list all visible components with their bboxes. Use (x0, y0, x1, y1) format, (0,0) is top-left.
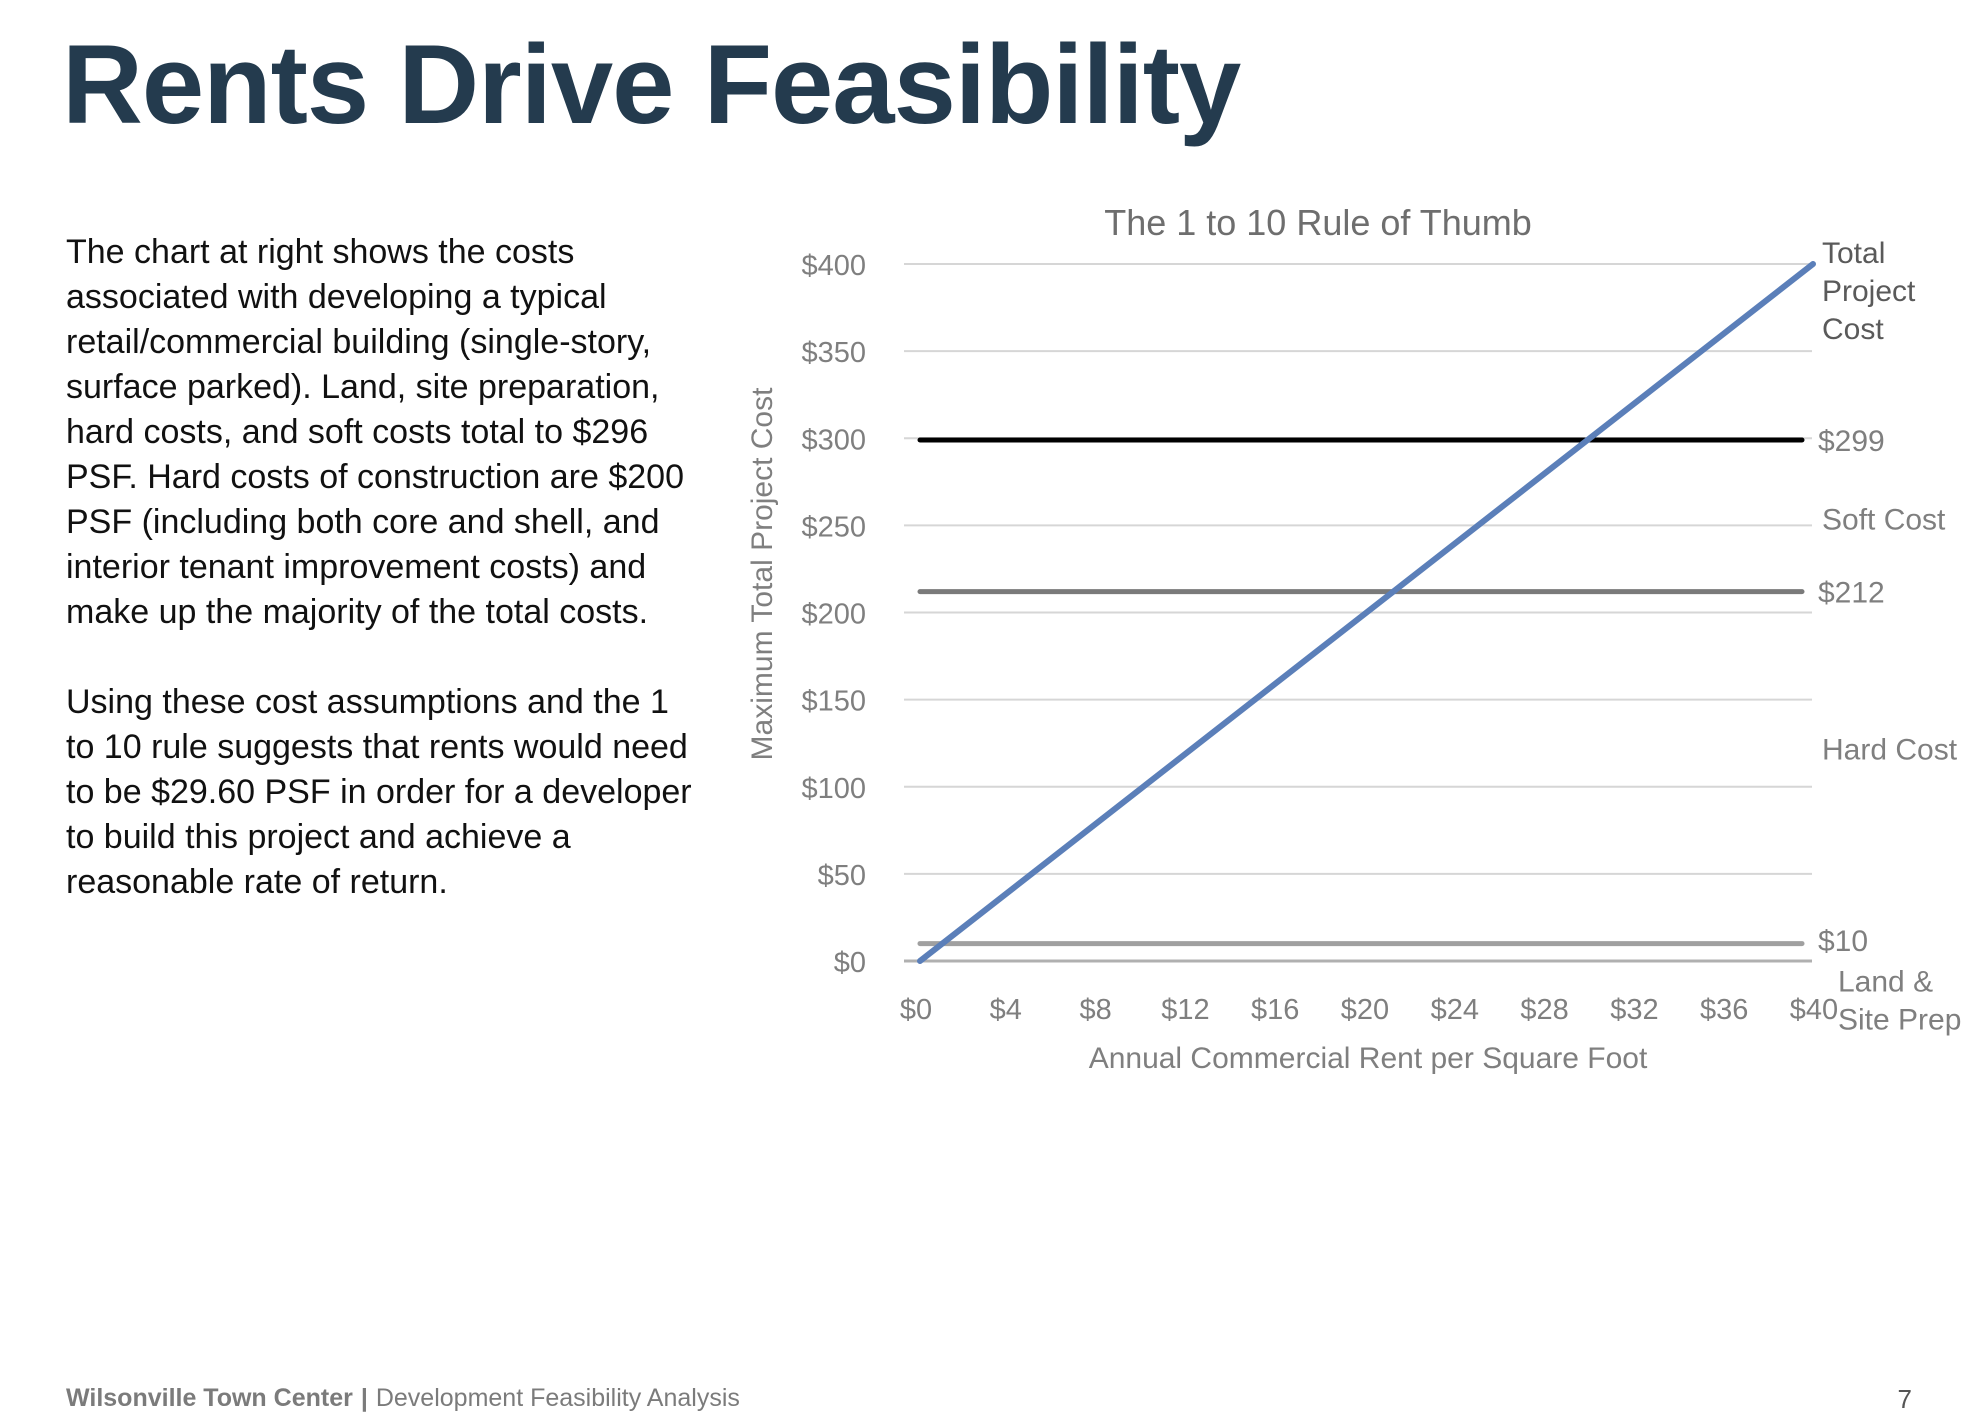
series-line-0 (917, 261, 1816, 964)
x-tick-label: $0 (900, 994, 932, 1026)
annotation-label: Soft Cost (1822, 503, 1946, 536)
footer-subtitle: Development Feasibility Analysis (375, 1384, 740, 1412)
axis-ticks: $0 $50 $100 $150 $200 $250 $300 $350 $400 $0 $4 $8 $… (801, 250, 1838, 1026)
x-tick-label: $36 (1700, 994, 1748, 1026)
x-tick-label: $20 (1341, 994, 1389, 1026)
x-tick-label: $16 (1251, 994, 1299, 1026)
footer: Wilsonville Town Center | Development Feas… (66, 1384, 740, 1413)
x-axis-label: Annual Commercial Rent per Square Foot (1089, 1042, 1648, 1075)
paragraph-rent-requirement: Using these cost assumptions and the 1 t… (66, 683, 692, 901)
page-number: 7 (1897, 1384, 1912, 1414)
slide-title: Rents Drive Feasibility (62, 22, 1241, 147)
x-tick-label: $8 (1079, 994, 1111, 1026)
x-tick-label: $28 (1520, 994, 1568, 1026)
y-tick-label: $250 (801, 511, 866, 543)
x-tick-label: $24 (1431, 994, 1479, 1026)
annotation-label: $212 (1818, 577, 1885, 610)
line-annotations: Total Project Cost $299 Soft Cost $212 Hard Co… (1818, 237, 1961, 1036)
chart-title: The 1 to 10 Rule of Thumb (1104, 202, 1532, 243)
x-tick-label: $40 (1790, 994, 1838, 1026)
paragraph-cost-summary: The chart at right shows the costs assoc… (66, 233, 684, 631)
annotation-label: $10 (1818, 925, 1868, 958)
footer-separator: | (360, 1384, 368, 1412)
y-tick-label: $300 (801, 424, 866, 456)
x-tick-label: $12 (1161, 994, 1209, 1026)
y-axis-label: Maximum Total Project Cost (746, 387, 779, 761)
body-text: The chart at right shows the costs assoc… (66, 230, 696, 950)
y-tick-label: $0 (834, 947, 866, 979)
annotation-label: $299 (1818, 425, 1885, 458)
annotation-label: Hard Cost (1822, 733, 1958, 766)
series-lines (917, 261, 1816, 964)
gridlines (904, 263, 1812, 963)
y-tick-label: $150 (801, 686, 866, 718)
y-tick-label: $200 (801, 599, 866, 631)
y-tick-label: $350 (801, 337, 866, 369)
footer-brand: Wilsonville Town Center (66, 1384, 353, 1412)
x-tick-label: $32 (1610, 994, 1658, 1026)
y-tick-label: $100 (801, 773, 866, 805)
x-tick-label: $4 (990, 994, 1022, 1026)
annotation-label: Total Project Cost (1822, 237, 1916, 346)
y-tick-label: $50 (818, 860, 866, 892)
annotation-label: Land & Site Prep (1838, 965, 1961, 1036)
y-tick-label: $400 (801, 250, 866, 282)
